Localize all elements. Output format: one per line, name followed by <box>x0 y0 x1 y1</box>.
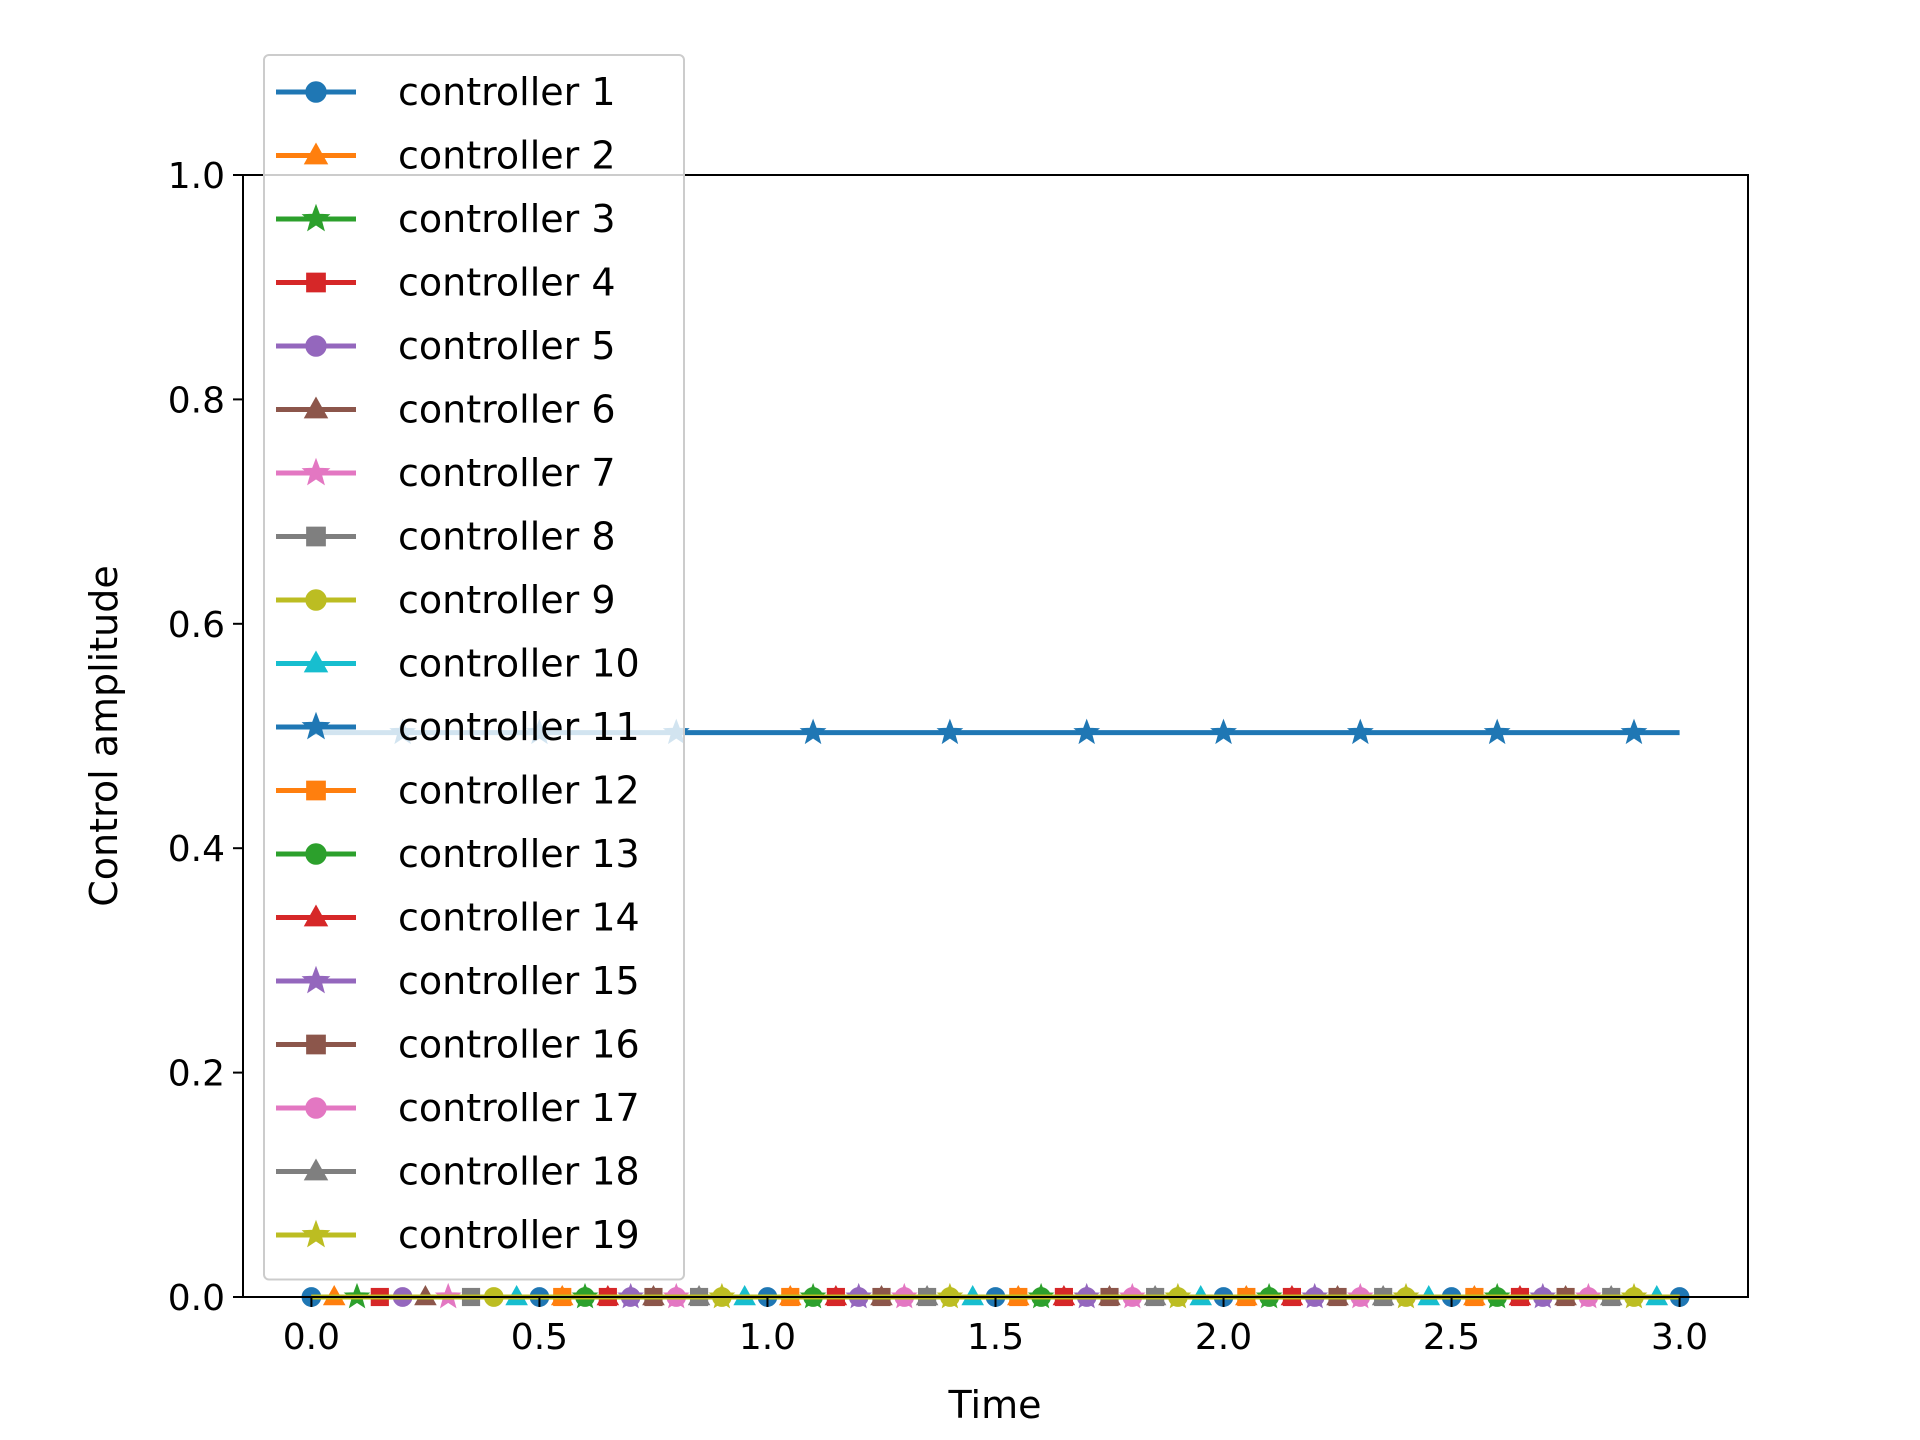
data-point <box>1164 1282 1192 1309</box>
legend-marker <box>306 526 326 547</box>
x-tick-label: 2.0 <box>1195 1317 1252 1358</box>
x-tick-label: 0.0 <box>283 1317 340 1358</box>
legend-label: controller 8 <box>398 515 616 559</box>
legend-entry: controller 13 <box>276 832 640 876</box>
legend-label: controller 6 <box>398 388 616 432</box>
legend-marker <box>301 1219 331 1248</box>
x-tick-label: 1.5 <box>967 1317 1024 1358</box>
legend-entry: controller 10 <box>276 642 640 686</box>
x-tick-label: 1.0 <box>739 1317 796 1358</box>
legend-marker <box>305 843 327 865</box>
legend-marker <box>305 1097 327 1119</box>
y-tick-label: 0.4 <box>168 829 225 870</box>
x-tick-label: 2.5 <box>1423 1317 1480 1358</box>
legend-entry: controller 6 <box>276 388 616 432</box>
data-point <box>1346 718 1374 745</box>
legend-marker <box>303 142 329 165</box>
legend-label: controller 5 <box>398 324 616 368</box>
data-point <box>1483 718 1511 745</box>
legend-label: controller 14 <box>398 896 640 940</box>
legend-marker <box>303 396 329 419</box>
legend-entry: controller 5 <box>276 324 616 368</box>
legend-entry: controller 16 <box>276 1023 640 1067</box>
legend-label: controller 7 <box>398 451 616 495</box>
legend-marker <box>301 965 331 994</box>
legend-marker <box>306 1034 326 1055</box>
legend-label: controller 19 <box>398 1213 640 1257</box>
x-axis-label: Time <box>948 1383 1042 1427</box>
legend-entry: controller 17 <box>276 1086 640 1130</box>
legend-marker <box>306 780 326 801</box>
legend-marker <box>306 272 326 293</box>
legend-label: controller 11 <box>398 705 640 749</box>
data-point <box>708 1282 736 1309</box>
data-point <box>936 718 964 745</box>
y-tick-label: 0.2 <box>168 1054 225 1095</box>
legend-marker <box>305 81 327 103</box>
legend-marker <box>303 1158 329 1181</box>
y-tick-label: 0.8 <box>168 380 225 421</box>
x-axis-ticks: 0.0 0.5 1.0 1.5 2.0 2.5 3.0 <box>283 1297 1708 1358</box>
data-point <box>1620 718 1648 745</box>
legend-label: controller 18 <box>398 1150 640 1194</box>
legend-entry: controller 3 <box>276 197 616 241</box>
legend-entry: controller 8 <box>276 515 616 559</box>
legend-entry: controller 2 <box>276 134 616 178</box>
x-tick-label: 0.5 <box>511 1317 568 1358</box>
legend-entry: controller 9 <box>276 578 616 622</box>
legend-entry: controller 11 <box>276 705 640 749</box>
legend-entry: controller 14 <box>276 896 640 940</box>
legend-marker <box>301 203 331 232</box>
data-point <box>1620 1282 1648 1309</box>
y-axis-label: Control amplitude <box>82 565 126 906</box>
legend-marker <box>303 650 329 673</box>
legend-label: controller 4 <box>398 261 616 305</box>
data-point <box>1073 718 1101 745</box>
legend-marker <box>301 711 331 740</box>
legend-marker <box>301 457 331 486</box>
legend-entry: controller 1 <box>276 70 616 114</box>
legend-label: controller 9 <box>398 578 616 622</box>
data-point <box>1210 718 1237 745</box>
legend-marker <box>305 589 327 611</box>
legend-label: controller 1 <box>398 70 616 114</box>
data-point <box>799 718 827 745</box>
legend-entry: controller 18 <box>276 1150 640 1194</box>
legend: controller 1 controller 2 controller 3 cont… <box>263 54 685 1281</box>
legend-entry: controller 15 <box>276 959 640 1003</box>
x-tick-label: 3.0 <box>1651 1317 1708 1358</box>
legend-label: controller 15 <box>398 959 640 1003</box>
legend-label: controller 13 <box>398 832 640 876</box>
data-point <box>1392 1282 1420 1309</box>
legend-label: controller 10 <box>398 642 640 686</box>
legend-label: controller 17 <box>398 1086 640 1130</box>
legend-entry: controller 12 <box>276 769 640 813</box>
legend-marker <box>303 904 329 927</box>
legend-label: controller 12 <box>398 769 640 813</box>
legend-marker <box>305 335 327 357</box>
legend-box <box>263 54 685 1281</box>
y-tick-label: 0.0 <box>168 1278 225 1319</box>
y-tick-label: 1.0 <box>168 156 225 197</box>
legend-label: controller 3 <box>398 197 616 241</box>
legend-label: controller 2 <box>398 134 616 178</box>
legend-entry: controller 7 <box>276 451 616 495</box>
legend-entry: controller 19 <box>276 1213 640 1257</box>
y-axis-ticks: 0.0 0.2 0.4 0.6 0.8 1.0 <box>168 156 243 1319</box>
legend-label: controller 16 <box>398 1023 640 1067</box>
legend-entry: controller 4 <box>276 261 616 305</box>
data-point <box>936 1282 964 1309</box>
y-tick-label: 0.6 <box>168 605 225 646</box>
